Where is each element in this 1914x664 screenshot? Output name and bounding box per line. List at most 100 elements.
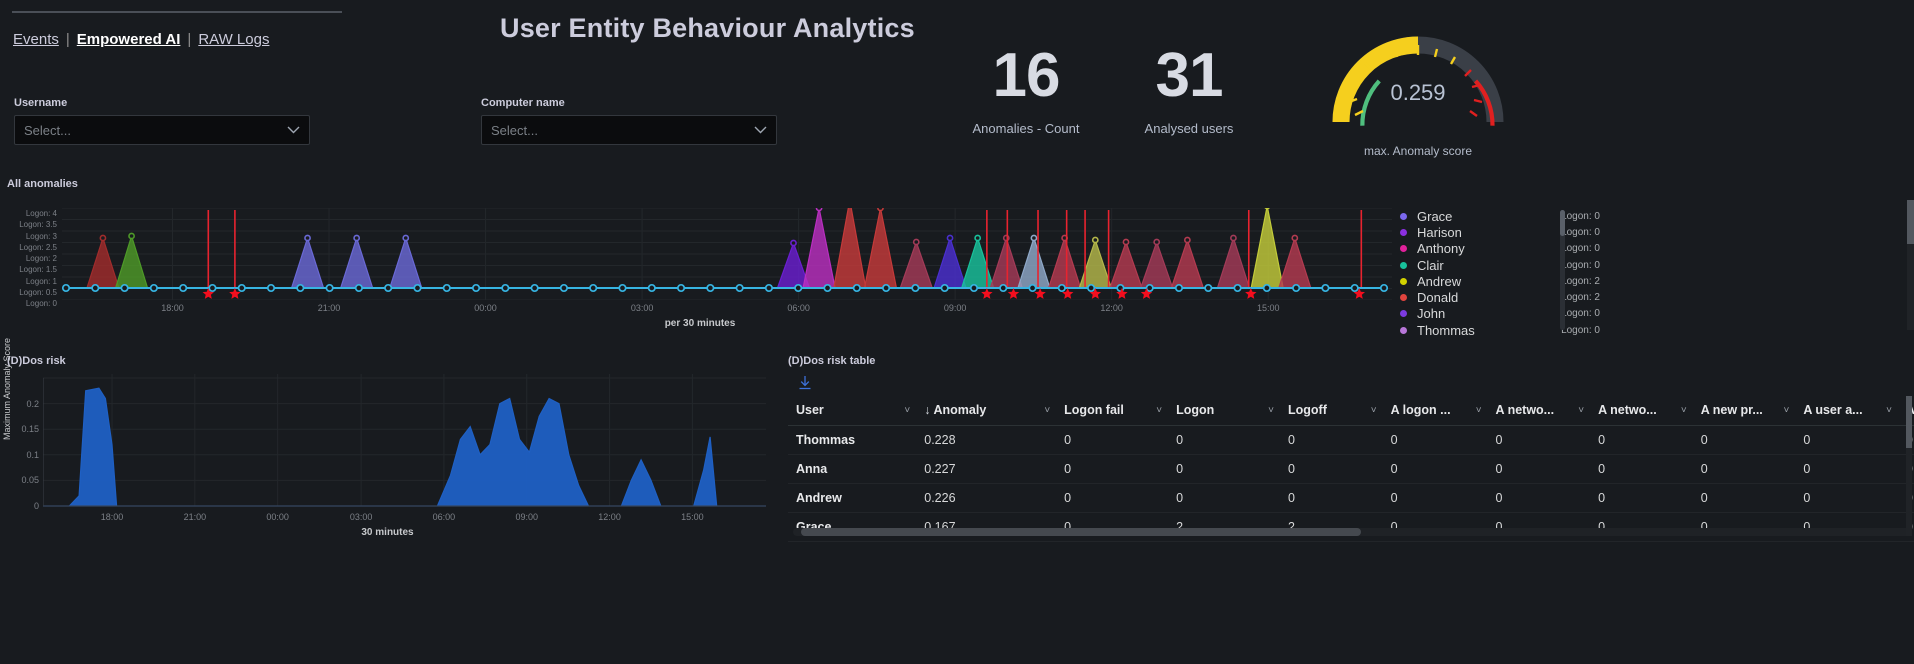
table-cell: 0 bbox=[1382, 454, 1488, 484]
chevron-down-icon[interactable]: ˅ bbox=[1475, 405, 1482, 416]
legend-item[interactable]: Clair Logon: 0 bbox=[1400, 257, 1600, 273]
chart-ddos-risk-xlabel: 30 minutes bbox=[361, 527, 414, 538]
chevron-down-icon[interactable]: ˅ bbox=[1370, 405, 1377, 416]
stat-anomalies-count-caption: Anomalies - Count bbox=[972, 121, 1080, 136]
table-cell: 0 bbox=[1168, 483, 1280, 513]
xtick-label: 15:00 bbox=[1256, 303, 1280, 313]
legend-item[interactable]: Harison Logon: 0 bbox=[1400, 224, 1600, 240]
table-cell: 0 bbox=[1487, 425, 1591, 455]
chevron-down-icon[interactable]: ˅ bbox=[1156, 405, 1163, 416]
legend-item-label: John bbox=[1417, 306, 1446, 322]
page-vertical-scrollbar[interactable] bbox=[1907, 200, 1914, 330]
nav-link-events[interactable]: Events bbox=[13, 31, 59, 48]
legend-item[interactable]: Anthony Logon: 0 bbox=[1400, 241, 1600, 257]
computer-name-select[interactable]: Select... bbox=[481, 115, 777, 145]
table-cell: 0 bbox=[1795, 512, 1898, 542]
chevron-down-icon[interactable]: ˅ bbox=[1268, 405, 1274, 416]
xtick-label: 06:00 bbox=[787, 303, 810, 313]
nav-link-raw-logs[interactable]: RAW Logs bbox=[198, 31, 270, 48]
legend-item[interactable]: Grace Logon: 0 bbox=[1400, 208, 1600, 224]
legend-item-label: Harison bbox=[1417, 224, 1462, 240]
variable-computer-name: Computer name Select... bbox=[481, 97, 777, 145]
table-column-header[interactable]: Logon fail ˅ bbox=[1056, 397, 1169, 426]
chevron-down-icon[interactable]: ˅ bbox=[904, 405, 911, 416]
download-icon[interactable] bbox=[788, 375, 811, 393]
nav-separator: | bbox=[65, 31, 70, 48]
table-column-header[interactable]: A new pr... ˅ bbox=[1692, 397, 1796, 426]
table-cell: 0 bbox=[1590, 425, 1693, 455]
table-horizontal-scrollbar[interactable] bbox=[793, 528, 1911, 536]
chart-ddos-risk[interactable]: Maximum Anomaly Score 0.2 0.15 0.1 0.05 0 18… bbox=[0, 338, 775, 542]
chart-ddos-risk-plot bbox=[42, 374, 766, 510]
table-column-header-label: A logon ... bbox=[1390, 403, 1451, 417]
table-vertical-scrollbar[interactable] bbox=[1906, 396, 1912, 536]
legend-item[interactable]: Andrew Logon: 2 bbox=[1400, 273, 1600, 289]
ytick-label: Logon: 0.5 bbox=[19, 288, 57, 298]
ytick-label: Logon: 0 bbox=[25, 299, 57, 309]
panel-title-ddos-risk-table[interactable]: (D)Dos risk table bbox=[788, 355, 876, 367]
nav-link-empowered-ai[interactable]: Empowered AI bbox=[76, 31, 181, 48]
chevron-down-icon[interactable]: ˅ bbox=[1578, 405, 1585, 416]
table-cell: 0 bbox=[1382, 483, 1488, 513]
table-cell: 0 bbox=[1168, 454, 1280, 484]
table-column-header[interactable]: A user a... ˅ bbox=[1795, 397, 1898, 426]
legend-item[interactable]: Donald Logon: 2 bbox=[1400, 289, 1600, 305]
variable-username: Username Select... bbox=[14, 97, 310, 145]
legend-item-value: Logon: 0 bbox=[1561, 210, 1600, 222]
table-header-row: User ˅ ↓ Anomaly ˅ Logon fail ˅ Logon ˅ Logoff ˅ A … bbox=[788, 397, 1914, 426]
chevron-down-icon[interactable]: ˅ bbox=[1680, 405, 1687, 416]
chevron-down-icon[interactable]: ˅ bbox=[1886, 405, 1892, 416]
table-column-header[interactable]: A netwo... ˅ bbox=[1487, 397, 1591, 426]
gauge-value: 0.259 bbox=[1390, 80, 1446, 105]
legend-item[interactable]: John Logon: 0 bbox=[1400, 306, 1600, 322]
xtick-label: 21:00 bbox=[183, 512, 207, 522]
table-column-header[interactable]: A netwo... ˅ bbox=[1590, 397, 1693, 426]
chevron-down-icon[interactable]: ˅ bbox=[1044, 405, 1051, 416]
table-cell: 0 bbox=[1692, 512, 1796, 542]
stat-anomalies-count[interactable]: 16 Anomalies - Count bbox=[921, 45, 1131, 137]
table-column-header[interactable]: Logon ˅ bbox=[1168, 397, 1280, 426]
table-column-header[interactable]: ↓ Anomaly ˅ bbox=[916, 397, 1057, 426]
table-column-header[interactable]: User ˅ bbox=[788, 397, 917, 426]
table-column-header[interactable]: A logon ... ˅ bbox=[1382, 397, 1488, 426]
chart-legend[interactable]: Grace Logon: 0 Harison Logon: 0 Anthony Logon… bbox=[1400, 208, 1600, 338]
table-cell-user: Andrew bbox=[788, 483, 917, 513]
table-cell: 0.227 bbox=[916, 454, 1057, 484]
chart-all-anomalies[interactable]: Logon: 4 Logon: 3.5 Logon: 3 Logon: 2.5 Logo… bbox=[0, 196, 1400, 338]
ytick-label: 0.05 bbox=[21, 475, 39, 486]
table-cell-user: Anna bbox=[788, 454, 917, 484]
table-column-header-label: Logoff bbox=[1288, 403, 1327, 417]
ytick-label: Logon: 4 bbox=[25, 209, 57, 218]
xtick-label: 21:00 bbox=[317, 303, 341, 313]
chart-ddos-risk-xaxis: 18:00 21:00 00:00 03:00 06:00 09:00 12:00 15:00 bbox=[43, 512, 766, 526]
table-column-header[interactable]: Logoff ˅ bbox=[1280, 397, 1383, 426]
table-column-header-label: A new pr... bbox=[1700, 403, 1763, 417]
panel-title-ddos-risk[interactable]: (D)Dos risk bbox=[7, 355, 66, 367]
legend-item[interactable]: Thommas Logon: 0 bbox=[1400, 322, 1600, 338]
xtick-label: 09:00 bbox=[515, 512, 539, 522]
gauge-graphic: 0.259 bbox=[1325, 18, 1511, 128]
table-cell-user: Thommas bbox=[788, 425, 917, 455]
gauge-max-anomaly-score[interactable]: 0.259 max. Anomaly score bbox=[1325, 18, 1511, 158]
table-cell: 0 bbox=[1795, 425, 1898, 455]
username-select[interactable]: Select... bbox=[14, 115, 310, 145]
xtick-label: 00:00 bbox=[474, 303, 497, 313]
table-cell: 0 bbox=[1692, 425, 1796, 455]
table-cell: 0 bbox=[1382, 512, 1488, 542]
stat-analysed-users[interactable]: 31 Analysed users bbox=[1084, 45, 1294, 137]
table-cell: 0 bbox=[1795, 454, 1898, 484]
chart-all-anomalies-xaxis: 18:00 21:00 00:00 03:00 06:00 09:00 12:00 15:00 bbox=[62, 303, 1392, 317]
legend-color-swatch bbox=[1400, 261, 1407, 269]
legend-scrollbar[interactable] bbox=[1560, 210, 1565, 330]
chevron-down-icon[interactable]: ˅ bbox=[1783, 405, 1790, 416]
ddos-risk-table: User ˅ ↓ Anomaly ˅ Logon fail ˅ Logon ˅ Logoff ˅ A … bbox=[788, 397, 1914, 542]
panel-title-all-anomalies[interactable]: All anomalies bbox=[7, 178, 78, 190]
chart-ddos-risk-ylabel: Maximum Anomaly Score bbox=[2, 337, 12, 440]
xtick-label: 09:00 bbox=[943, 303, 967, 313]
chart-all-anomalies-yaxis: Logon: 4 Logon: 3.5 Logon: 3 Logon: 2.5 Logo… bbox=[0, 208, 57, 310]
legend-item-label: Anthony bbox=[1417, 241, 1465, 257]
